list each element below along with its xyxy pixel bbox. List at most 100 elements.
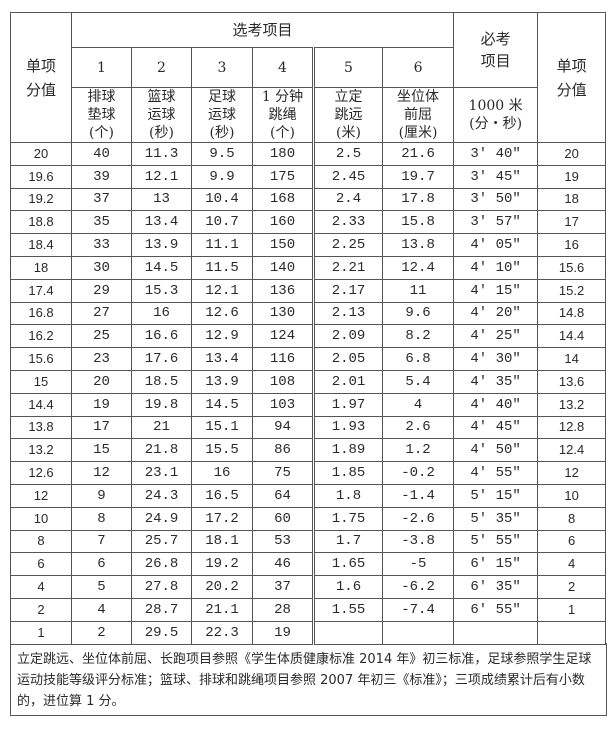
value-cell: 16 — [191, 461, 253, 485]
value-cell: 13.9 — [191, 369, 253, 394]
value-cell: 6 — [71, 552, 132, 577]
value-cell: 1.93 — [312, 415, 383, 440]
item-name-line: 前屈 — [404, 107, 433, 123]
value-cell: 75 — [252, 461, 314, 485]
item-number: 2 — [131, 47, 192, 88]
value-cell: 11 — [381, 278, 455, 303]
value-cell: 24.3 — [131, 483, 192, 508]
value-cell: 1.8 — [312, 483, 383, 508]
score-cell: 13.2 — [10, 438, 72, 463]
score-cell-right: 14 — [537, 347, 607, 371]
item-name-line: 坐位体 — [397, 89, 440, 105]
score-cell: 4 — [10, 575, 72, 599]
score-cell: 6 — [10, 552, 72, 577]
score-cell-right — [537, 620, 607, 645]
value-cell: 9.9 — [191, 164, 253, 189]
table-row: 15 20 18.5 13.9 108 2.01 5.4 4′ 35″ 13.6 — [10, 369, 607, 394]
score-cell: 13.8 — [10, 415, 72, 440]
item-number: 5 — [312, 47, 383, 88]
value-cell: -3.8 — [381, 529, 455, 554]
item-name: 立定 跳远 (米) — [312, 87, 383, 143]
value-cell: 6.8 — [381, 347, 455, 371]
value-cell: 6′ 35″ — [453, 575, 539, 599]
value-cell: 10.4 — [191, 187, 253, 212]
table-row: 18.8 35 13.4 10.7 160 2.33 15.8 3′ 57″ 17 — [10, 210, 607, 235]
value-cell: 12.1 — [191, 278, 253, 303]
score-cell-right: 18 — [537, 187, 607, 212]
value-cell: 4 — [381, 392, 455, 417]
value-cell: 4′ 05″ — [453, 233, 539, 257]
value-cell: 1.65 — [312, 552, 383, 577]
score-cell: 2 — [10, 597, 72, 622]
value-cell: 15.5 — [191, 438, 253, 463]
score-cell: 18 — [10, 255, 72, 280]
value-cell: 15.3 — [131, 278, 192, 303]
value-cell: 13.4 — [191, 347, 253, 371]
value-cell: 64 — [252, 483, 314, 508]
score-cell-right: 15.6 — [537, 255, 607, 280]
score-cell-right: 16 — [537, 233, 607, 257]
value-cell: 21 — [131, 415, 192, 440]
score-cell: 12.6 — [10, 461, 72, 485]
value-cell: 9 — [71, 483, 132, 508]
score-cell-right: 12.4 — [537, 438, 607, 463]
item-name-line: 运球 — [147, 107, 176, 123]
value-cell: 33 — [71, 233, 132, 257]
score-cell: 10 — [10, 506, 72, 531]
value-cell: 25 — [71, 324, 132, 349]
value-cell: 5′ 55″ — [453, 529, 539, 554]
score-cell-right: 8 — [537, 506, 607, 531]
value-cell: 15.8 — [381, 210, 455, 235]
table-row: 16.8 27 16 12.6 130 2.13 9.6 4′ 20″ 14.8 — [10, 301, 607, 326]
score-header-left: 单项分值 — [10, 12, 72, 143]
value-cell: 25.7 — [131, 529, 192, 554]
value-cell: 6′ 55″ — [453, 597, 539, 622]
value-cell: 18.5 — [131, 369, 192, 394]
value-cell: 40 — [71, 142, 132, 166]
value-cell: 4′ 10″ — [453, 255, 539, 280]
value-cell: -0.2 — [381, 461, 455, 485]
value-cell: -1.4 — [381, 483, 455, 508]
value-cell: 2.05 — [312, 347, 383, 371]
value-cell: 3′ 45″ — [453, 164, 539, 189]
value-cell: 1.6 — [312, 575, 383, 599]
value-cell: -5 — [381, 552, 455, 577]
value-cell: -2.6 — [381, 506, 455, 531]
score-cell-right: 14.8 — [537, 301, 607, 326]
item-name-line: 足球 — [208, 89, 236, 105]
value-cell: 140 — [252, 255, 314, 280]
score-cell-right: 15.2 — [537, 278, 607, 303]
item-name: 排球 垫球 (个) — [71, 87, 132, 143]
value-cell: 1.2 — [381, 438, 455, 463]
footnote: 立定跳远、坐位体前屈、长跑项目参照《学生体质健康标准 2014 年》初三标准，足… — [10, 643, 607, 716]
value-cell: -6.2 — [381, 575, 455, 599]
value-cell: 26.8 — [131, 552, 192, 577]
value-cell: 4′ 20″ — [453, 301, 539, 326]
score-cell-right: 10 — [537, 483, 607, 508]
value-cell: 6′ 15″ — [453, 552, 539, 577]
table-row: 19.6 39 12.1 9.9 175 2.45 19.7 3′ 45″ 19 — [10, 164, 607, 189]
item-name-line: 1 分钟 — [261, 89, 304, 105]
score-cell: 18.4 — [10, 233, 72, 257]
value-cell: 60 — [252, 506, 314, 531]
item-name-line: 跳远 — [334, 107, 363, 123]
required-item-line: 1000 米 — [468, 98, 523, 114]
value-cell: 2.4 — [312, 187, 383, 212]
value-cell: 2.25 — [312, 233, 383, 257]
item-name-line: (厘米) — [398, 125, 438, 141]
required-item-line: (分・秒) — [469, 116, 523, 132]
value-cell: 15 — [71, 438, 132, 463]
value-cell: 5′ 15″ — [453, 483, 539, 508]
value-cell: 5′ 35″ — [453, 506, 539, 531]
value-cell: 12.9 — [191, 324, 253, 349]
value-cell: 4′ 50″ — [453, 438, 539, 463]
score-cell-right: 12.8 — [537, 415, 607, 440]
value-cell: 14.5 — [191, 392, 253, 417]
value-cell: 175 — [252, 164, 314, 189]
value-cell: 1.75 — [312, 506, 383, 531]
item-name-line: 垫球 — [87, 107, 116, 123]
score-cell: 14.4 — [10, 392, 72, 417]
value-cell: 39 — [71, 164, 132, 189]
